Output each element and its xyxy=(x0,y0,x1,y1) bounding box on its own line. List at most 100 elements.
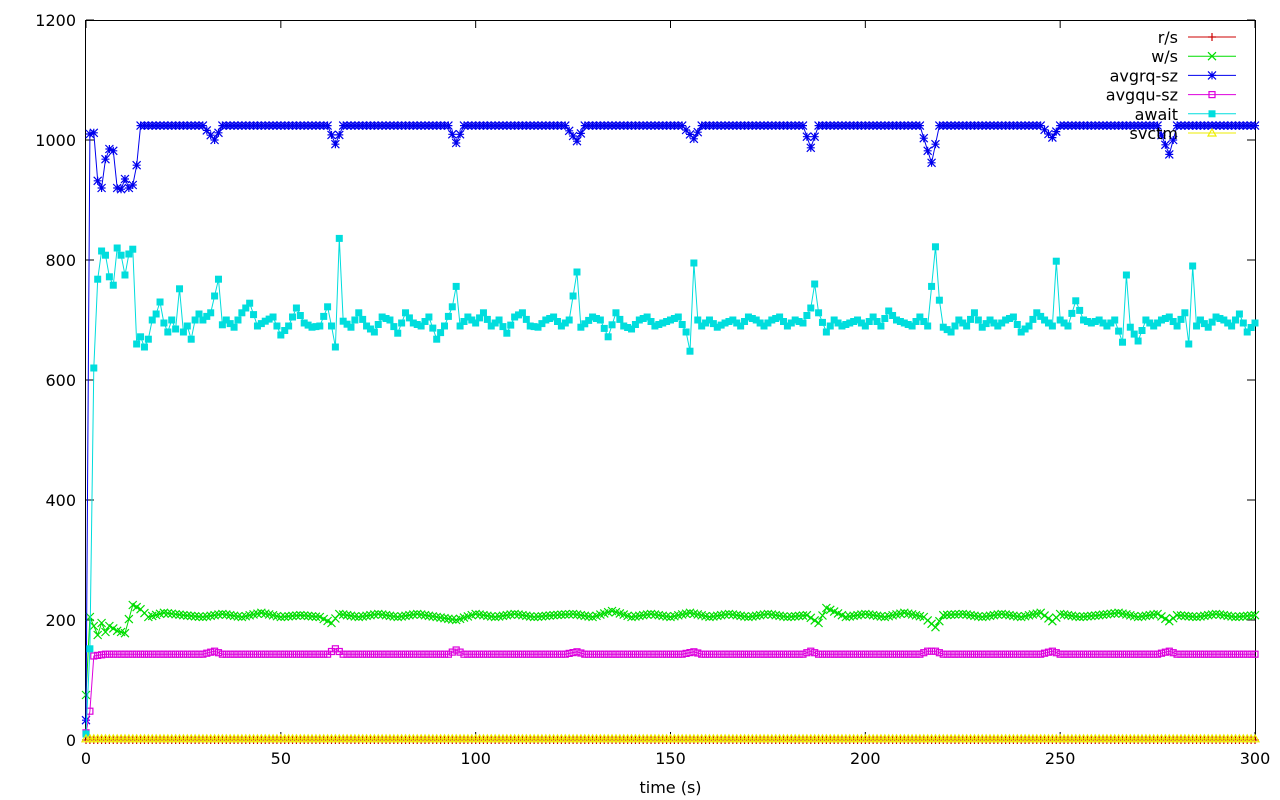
data-point xyxy=(1060,319,1068,327)
data-point xyxy=(1247,324,1255,331)
data-point xyxy=(647,650,655,658)
data-point xyxy=(900,650,908,658)
data-point xyxy=(1142,650,1150,658)
data-point xyxy=(483,650,491,658)
data-point xyxy=(561,650,569,658)
data-point xyxy=(257,320,265,328)
data-point xyxy=(331,343,339,351)
data-point xyxy=(799,319,807,327)
data-point xyxy=(378,313,386,321)
data-point xyxy=(670,315,678,322)
data-point xyxy=(530,323,538,331)
data-point xyxy=(639,650,647,658)
data-point xyxy=(620,650,628,658)
data-point xyxy=(195,650,203,658)
data-point xyxy=(152,310,160,318)
data-point xyxy=(1193,322,1201,330)
data-point xyxy=(881,650,889,658)
data-point xyxy=(951,650,959,658)
data-point xyxy=(612,309,620,317)
data-point xyxy=(764,319,772,327)
data-point xyxy=(429,324,437,332)
data-point xyxy=(1052,257,1060,265)
data-point xyxy=(89,621,99,631)
data-point xyxy=(207,309,215,317)
data-point xyxy=(117,650,125,658)
data-point xyxy=(556,610,566,620)
data-point xyxy=(542,316,550,324)
data-point xyxy=(803,312,811,319)
data-point xyxy=(323,121,333,131)
data-point xyxy=(468,650,476,658)
data-point xyxy=(456,322,464,330)
data-point xyxy=(698,322,706,330)
data-point xyxy=(468,316,476,324)
data-point xyxy=(363,322,371,330)
data-point xyxy=(1083,650,1092,658)
data-point xyxy=(760,650,768,658)
data-point xyxy=(782,612,792,622)
data-point xyxy=(1228,650,1236,658)
data-point xyxy=(1025,650,1033,658)
data-point xyxy=(748,315,756,322)
data-point xyxy=(689,134,699,144)
data-point xyxy=(604,650,612,658)
data-point xyxy=(199,316,207,324)
data-point xyxy=(565,316,573,324)
data-point xyxy=(1200,320,1208,328)
data-point xyxy=(257,650,265,658)
data-point xyxy=(89,128,99,138)
data-point xyxy=(1177,650,1185,658)
data-point xyxy=(499,650,507,658)
data-point xyxy=(133,650,141,658)
data-point xyxy=(495,650,503,658)
data-point xyxy=(246,650,254,658)
data-point xyxy=(1232,316,1240,324)
data-point xyxy=(398,650,406,658)
data-point xyxy=(1146,650,1154,658)
data-point xyxy=(912,318,920,325)
data-point xyxy=(1115,327,1123,335)
x-tick-label: 300 xyxy=(1240,749,1271,768)
data-point xyxy=(285,650,293,658)
data-point xyxy=(429,650,437,658)
data-point xyxy=(904,650,912,658)
data-point xyxy=(140,650,149,658)
data-point xyxy=(284,611,294,621)
data-point xyxy=(186,611,196,621)
data-point xyxy=(152,650,160,658)
data-point xyxy=(935,296,943,304)
data-point xyxy=(783,322,791,330)
data-point xyxy=(564,609,574,619)
data-point xyxy=(986,650,994,658)
data-point xyxy=(164,650,172,658)
data-point xyxy=(234,316,242,324)
data-point xyxy=(1251,319,1259,327)
data-point xyxy=(133,340,141,348)
data-point xyxy=(526,322,534,330)
data-point xyxy=(1106,609,1116,619)
data-point xyxy=(265,650,273,658)
data-point xyxy=(308,323,316,331)
data-point xyxy=(709,320,717,328)
data-point xyxy=(175,610,184,620)
data-point xyxy=(347,650,355,658)
data-point xyxy=(529,612,539,622)
data-point xyxy=(889,650,897,658)
data-point xyxy=(226,650,234,658)
data-point xyxy=(172,650,180,658)
data-point xyxy=(81,715,91,725)
data-point xyxy=(686,347,694,355)
data-point xyxy=(857,650,866,658)
data-point xyxy=(359,315,367,323)
data-point xyxy=(1021,650,1029,658)
data-point xyxy=(261,317,269,325)
data-point xyxy=(810,132,820,142)
data-point xyxy=(733,319,741,327)
data-point xyxy=(900,319,908,327)
data-point xyxy=(791,316,799,324)
data-point xyxy=(242,650,250,658)
data-point xyxy=(924,322,932,330)
data-point xyxy=(1076,650,1084,658)
data-point xyxy=(779,650,788,658)
